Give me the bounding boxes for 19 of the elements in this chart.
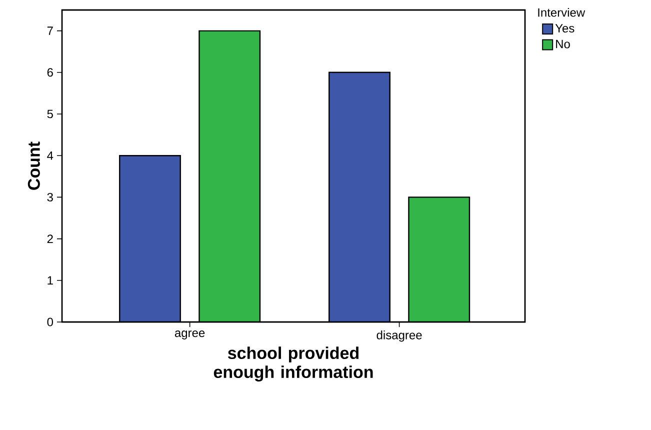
bar	[198, 30, 261, 322]
y-tick-label: 7	[47, 26, 53, 35]
x-tick-label: disagree	[376, 330, 422, 342]
y-tick-label: 5	[47, 110, 53, 118]
bar	[119, 154, 181, 322]
legend-title: Interview	[538, 8, 586, 17]
legend-label: Yes	[555, 24, 574, 33]
y-tick-label: 1	[48, 276, 53, 285]
y-tick-label: 6	[47, 68, 53, 77]
y-tick-label: 2	[47, 234, 53, 243]
y-axis-title: Count	[28, 142, 40, 190]
legend-label: No	[556, 40, 570, 48]
x-tick-label: agree	[174, 330, 205, 340]
y-tick-label: 3	[47, 192, 53, 202]
bar	[328, 72, 390, 322]
y-tick-label: 0	[47, 318, 54, 326]
x-axis-title: school provided enough information	[214, 346, 373, 382]
bar	[408, 196, 470, 322]
y-tick-label: 4	[47, 151, 54, 160]
